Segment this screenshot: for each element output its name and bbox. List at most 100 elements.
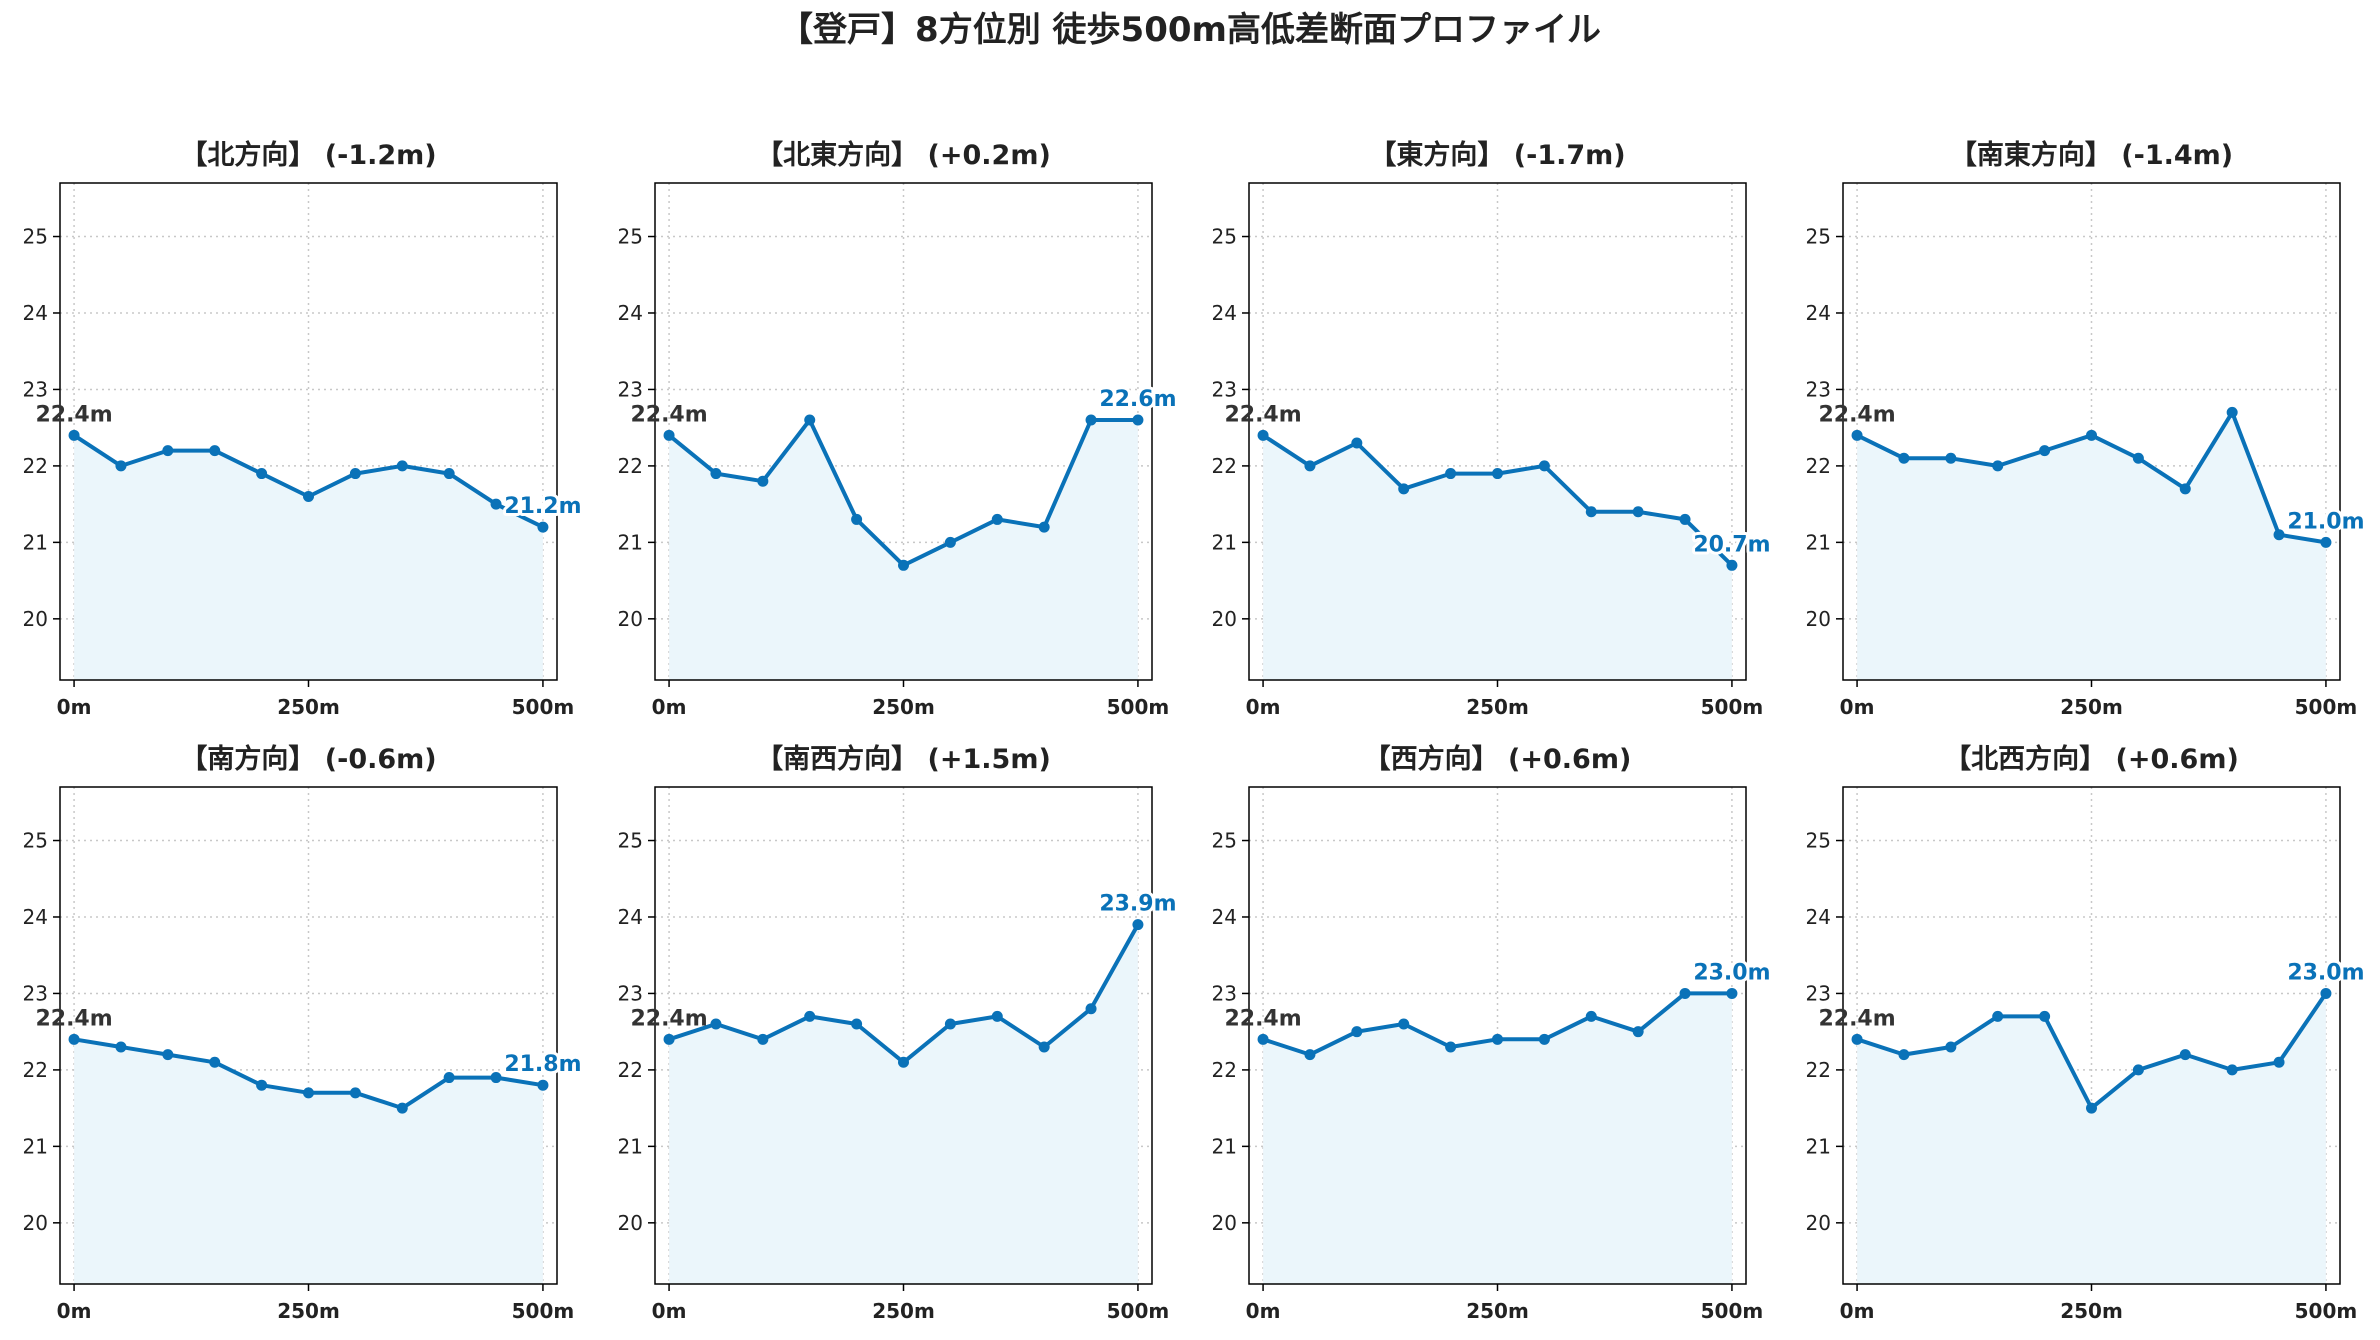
data-point bbox=[1992, 460, 2004, 472]
x-tick-label: 250m bbox=[2060, 1299, 2123, 1323]
start-value-label: 22.4m bbox=[1224, 1006, 1301, 1031]
subplot-title: 【北方向】 (-1.2m) bbox=[180, 139, 436, 171]
data-point bbox=[209, 1056, 221, 1068]
y-tick-label: 22 bbox=[1212, 1058, 1237, 1082]
x-tick-label: 250m bbox=[277, 1299, 340, 1323]
data-point bbox=[1257, 1033, 1269, 1045]
data-point bbox=[1132, 919, 1144, 931]
data-point bbox=[1632, 506, 1644, 518]
data-point bbox=[2086, 1102, 2097, 1114]
y-tick-label: 24 bbox=[1212, 301, 1237, 325]
y-tick-label: 20 bbox=[1806, 1211, 1831, 1235]
data-point bbox=[256, 468, 268, 480]
data-point bbox=[2320, 987, 2332, 999]
data-point bbox=[944, 1018, 956, 1030]
data-point bbox=[1492, 1033, 1503, 1045]
x-tick-label: 500m bbox=[2295, 1299, 2358, 1323]
subplot-title: 【南方向】 (-0.6m) bbox=[180, 743, 436, 775]
data-point bbox=[2132, 452, 2144, 464]
y-tick-label: 24 bbox=[1806, 301, 1831, 325]
y-tick-label: 20 bbox=[1806, 607, 1831, 631]
x-tick-label: 0m bbox=[1840, 695, 1875, 719]
y-tick-label: 25 bbox=[1806, 829, 1831, 853]
data-point bbox=[115, 1041, 127, 1053]
data-point bbox=[209, 445, 221, 457]
x-tick-label: 0m bbox=[652, 1299, 687, 1323]
subplot-title: 【南東方向】 (-1.4m) bbox=[1950, 139, 2233, 171]
x-tick-label: 0m bbox=[1840, 1299, 1875, 1323]
y-tick-label: 21 bbox=[23, 530, 48, 554]
x-tick-label: 500m bbox=[1701, 1299, 1764, 1323]
y-tick-label: 22 bbox=[1806, 1058, 1831, 1082]
data-point bbox=[1538, 460, 1550, 472]
y-tick-label: 23 bbox=[1806, 377, 1831, 401]
data-point bbox=[256, 1079, 268, 1091]
y-tick-label: 20 bbox=[618, 1211, 643, 1235]
data-point bbox=[2086, 429, 2097, 441]
data-point bbox=[2273, 1056, 2285, 1068]
data-point bbox=[1898, 1049, 1910, 1061]
data-point bbox=[162, 445, 174, 457]
x-tick-label: 500m bbox=[512, 695, 575, 719]
data-point bbox=[804, 414, 816, 426]
y-tick-label: 24 bbox=[1212, 905, 1237, 929]
data-point bbox=[2226, 1064, 2238, 1076]
y-tick-label: 23 bbox=[23, 981, 48, 1005]
y-tick-label: 25 bbox=[1806, 225, 1831, 249]
data-point bbox=[443, 468, 455, 480]
data-point bbox=[1851, 429, 1863, 441]
area-fill bbox=[669, 420, 1138, 680]
y-tick-label: 25 bbox=[618, 829, 643, 853]
area-fill bbox=[1263, 993, 1732, 1284]
subplot-title: 【南西方向】 (+1.5m) bbox=[756, 743, 1051, 775]
x-tick-label: 250m bbox=[1466, 1299, 1529, 1323]
data-point bbox=[1038, 1041, 1050, 1053]
start-value-label: 22.4m bbox=[630, 1006, 707, 1031]
y-tick-label: 23 bbox=[1806, 981, 1831, 1005]
data-point bbox=[349, 468, 361, 480]
data-point bbox=[1445, 1041, 1457, 1053]
area-fill bbox=[669, 924, 1138, 1284]
data-point bbox=[2039, 1010, 2051, 1022]
y-tick-label: 21 bbox=[618, 530, 643, 554]
data-point bbox=[2179, 483, 2191, 495]
data-point bbox=[2132, 1064, 2144, 1076]
data-point bbox=[804, 1010, 816, 1022]
x-tick-label: 0m bbox=[1246, 695, 1281, 719]
y-tick-label: 25 bbox=[1212, 829, 1237, 853]
x-tick-label: 500m bbox=[2295, 695, 2358, 719]
data-point bbox=[490, 498, 502, 510]
x-tick-label: 500m bbox=[1701, 695, 1764, 719]
end-value-label: 21.2m bbox=[504, 494, 581, 519]
data-point bbox=[1492, 468, 1503, 480]
y-tick-label: 25 bbox=[23, 829, 48, 853]
end-value-label: 21.0m bbox=[2287, 509, 2364, 534]
data-point bbox=[663, 1033, 675, 1045]
data-point bbox=[1445, 468, 1457, 480]
data-point bbox=[2179, 1049, 2191, 1061]
y-tick-label: 22 bbox=[23, 454, 48, 478]
data-point bbox=[303, 1087, 314, 1099]
data-point bbox=[1585, 506, 1597, 518]
area-fill bbox=[74, 1039, 543, 1284]
y-tick-label: 25 bbox=[1212, 225, 1237, 249]
data-point bbox=[1679, 513, 1691, 525]
data-point bbox=[115, 460, 127, 472]
y-tick-label: 23 bbox=[23, 377, 48, 401]
data-point bbox=[349, 1087, 361, 1099]
y-tick-label: 24 bbox=[23, 301, 48, 325]
end-value-label: 20.7m bbox=[1693, 532, 1770, 557]
data-point bbox=[1085, 1003, 1097, 1015]
y-tick-label: 23 bbox=[1212, 377, 1237, 401]
area-fill bbox=[1857, 993, 2326, 1284]
x-tick-label: 250m bbox=[872, 695, 935, 719]
y-tick-label: 22 bbox=[23, 1058, 48, 1082]
data-point bbox=[1726, 559, 1738, 571]
x-tick-label: 500m bbox=[1107, 1299, 1170, 1323]
data-point bbox=[68, 1033, 80, 1045]
data-point bbox=[898, 1056, 909, 1068]
